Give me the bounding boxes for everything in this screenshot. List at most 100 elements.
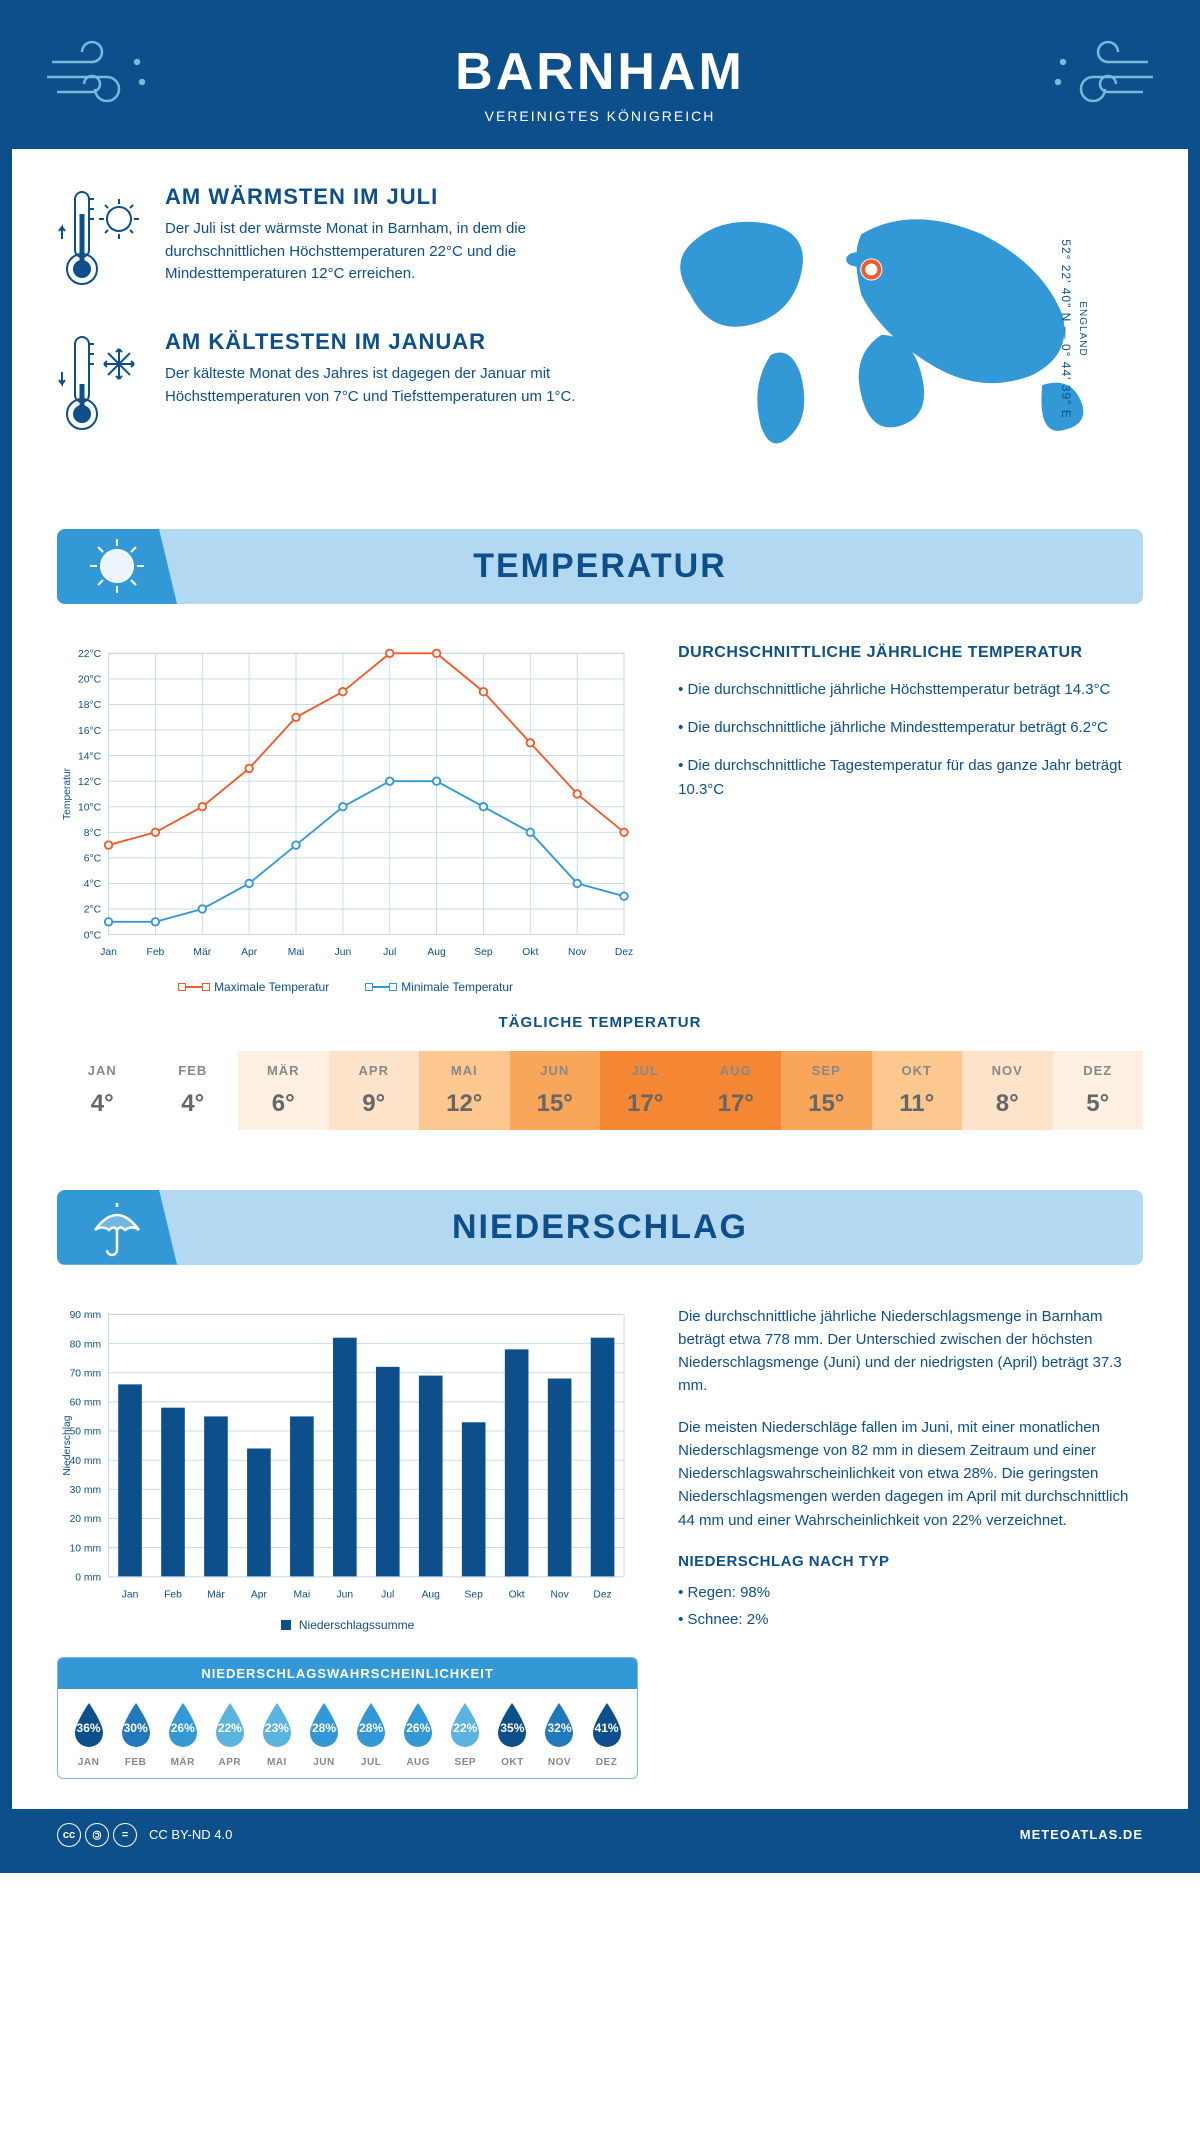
- svg-text:Jan: Jan: [100, 947, 117, 958]
- probability-cell: 26% AUG: [396, 1701, 441, 1768]
- svg-text:Niederschlag: Niederschlag: [62, 1415, 73, 1475]
- probability-cell: 36% JAN: [66, 1701, 111, 1768]
- footer-license: cc 🄯 = CC BY-ND 4.0: [57, 1823, 232, 1847]
- legend-max: Maximale Temperatur: [182, 980, 329, 994]
- daily-temp-grid: JAN4°FEB4°MÄR6°APR9°MAI12°JUN15°JUL17°AU…: [57, 1051, 1143, 1130]
- warmest-block: AM WÄRMSTEN IM JULI Der Juli ist der wär…: [57, 184, 610, 299]
- cc-icons: cc 🄯 =: [57, 1823, 137, 1847]
- footer-site: METEOATLAS.DE: [1020, 1827, 1143, 1842]
- temperature-line-chart: 0°C2°C4°C6°C8°C10°C12°C14°C16°C18°C20°C2…: [57, 644, 638, 994]
- temp-bullet-1: • Die durchschnittliche jährliche Höchst…: [678, 678, 1143, 702]
- precipitation-bar-chart: 0 mm10 mm20 mm30 mm40 mm50 mm60 mm70 mm8…: [57, 1305, 638, 1632]
- raindrop-icon: 32%: [539, 1701, 579, 1751]
- precipitation-body: 0 mm10 mm20 mm30 mm40 mm50 mm60 mm70 mm8…: [12, 1265, 1188, 1809]
- svg-text:60 mm: 60 mm: [70, 1397, 101, 1408]
- warmest-title: AM WÄRMSTEN IM JULI: [165, 184, 610, 210]
- warmest-text: AM WÄRMSTEN IM JULI Der Juli ist der wär…: [165, 184, 610, 299]
- infographic-page: BARNHAM VEREINIGTES KÖNIGREICH: [0, 0, 1200, 1873]
- raindrop-icon: 22%: [445, 1701, 485, 1751]
- thermometer-sun-icon: [57, 184, 147, 299]
- raindrop-icon: 26%: [163, 1701, 203, 1751]
- daily-temp-cell: JAN4°: [57, 1051, 148, 1130]
- svg-text:Jan: Jan: [122, 1589, 139, 1600]
- svg-text:Dez: Dez: [593, 1589, 611, 1600]
- svg-text:Jun: Jun: [335, 947, 352, 958]
- svg-text:Sep: Sep: [474, 947, 493, 958]
- daily-temp-cell: AUG17°: [691, 1051, 782, 1130]
- temperature-banner: TEMPERATUR: [57, 529, 1143, 604]
- coordinates: ENGLAND 52° 22' 40" N — 0° 44' 39" E: [1059, 239, 1088, 418]
- svg-text:80 mm: 80 mm: [70, 1339, 101, 1350]
- probability-title: NIEDERSCHLAGSWAHRSCHEINLICHKEIT: [58, 1658, 637, 1689]
- svg-text:Aug: Aug: [422, 1589, 441, 1600]
- cc-icon: cc: [57, 1823, 81, 1847]
- temperature-title: TEMPERATUR: [87, 547, 1113, 586]
- precip-type-2: • Schnee: 2%: [678, 1608, 1143, 1631]
- nd-icon: =: [113, 1823, 137, 1847]
- umbrella-icon: [57, 1190, 177, 1265]
- svg-text:Temperatur: Temperatur: [62, 767, 73, 820]
- svg-text:Mär: Mär: [193, 947, 211, 958]
- svg-text:10°C: 10°C: [78, 802, 102, 813]
- header: BARNHAM VEREINIGTES KÖNIGREICH: [12, 12, 1188, 149]
- intro-text-column: AM WÄRMSTEN IM JULI Der Juli ist der wär…: [57, 184, 610, 474]
- raindrop-icon: 28%: [351, 1701, 391, 1751]
- temp-side-title: DURCHSCHNITTLICHE JÄHRLICHE TEMPERATUR: [678, 644, 1143, 662]
- region-label: ENGLAND: [1077, 239, 1088, 418]
- svg-text:18°C: 18°C: [78, 700, 102, 711]
- probability-cell: 22% SEP: [443, 1701, 488, 1768]
- probability-cell: 22% APR: [207, 1701, 252, 1768]
- precip-legend: Niederschlagssumme: [57, 1618, 638, 1632]
- svg-text:Jun: Jun: [337, 1589, 354, 1600]
- svg-text:14°C: 14°C: [78, 751, 102, 762]
- svg-text:30 mm: 30 mm: [70, 1485, 101, 1496]
- svg-text:Aug: Aug: [427, 947, 446, 958]
- thermometer-snow-icon: [57, 329, 147, 444]
- probability-cell: 28% JUN: [301, 1701, 346, 1768]
- svg-text:Feb: Feb: [164, 1589, 182, 1600]
- daily-temp-title: TÄGLICHE TEMPERATUR: [57, 1014, 1143, 1031]
- svg-text:Okt: Okt: [509, 1589, 525, 1600]
- precip-type-1: • Regen: 98%: [678, 1581, 1143, 1604]
- wind-icon: [1038, 37, 1158, 122]
- svg-text:6°C: 6°C: [84, 854, 102, 865]
- temperature-body: 0°C2°C4°C6°C8°C10°C12°C14°C16°C18°C20°C2…: [12, 604, 1188, 1004]
- raindrop-icon: 23%: [257, 1701, 297, 1751]
- city-title: BARNHAM: [32, 42, 1168, 102]
- country-subtitle: VEREINIGTES KÖNIGREICH: [32, 108, 1168, 124]
- legend-min: Minimale Temperatur: [369, 980, 513, 994]
- svg-text:0 mm: 0 mm: [75, 1572, 101, 1583]
- map-column: ENGLAND 52° 22' 40" N — 0° 44' 39" E: [640, 184, 1143, 474]
- svg-text:Mai: Mai: [288, 947, 305, 958]
- daily-temp-cell: DEZ5°: [1053, 1051, 1144, 1130]
- sun-icon: [57, 529, 177, 604]
- by-icon: 🄯: [85, 1823, 109, 1847]
- svg-text:Mai: Mai: [294, 1589, 311, 1600]
- svg-text:Jul: Jul: [383, 947, 396, 958]
- svg-text:8°C: 8°C: [84, 828, 102, 839]
- svg-text:70 mm: 70 mm: [70, 1368, 101, 1379]
- coldest-desc: Der kälteste Monat des Jahres ist dagege…: [165, 363, 610, 408]
- svg-text:4°C: 4°C: [84, 879, 102, 890]
- svg-text:12°C: 12°C: [78, 777, 102, 788]
- wind-icon: [42, 37, 162, 122]
- raindrop-icon: 36%: [69, 1701, 109, 1751]
- svg-text:Dez: Dez: [615, 947, 633, 958]
- svg-text:Mär: Mär: [207, 1589, 225, 1600]
- svg-text:90 mm: 90 mm: [70, 1310, 101, 1321]
- intro-section: AM WÄRMSTEN IM JULI Der Juli ist der wär…: [12, 149, 1188, 509]
- precipitation-left: 0 mm10 mm20 mm30 mm40 mm50 mm60 mm70 mm8…: [57, 1305, 638, 1779]
- svg-text:10 mm: 10 mm: [70, 1543, 101, 1554]
- daily-temp-cell: OKT11°: [872, 1051, 963, 1130]
- raindrop-icon: 35%: [492, 1701, 532, 1751]
- svg-text:16°C: 16°C: [78, 726, 102, 737]
- temp-bullet-2: • Die durchschnittliche jährliche Mindes…: [678, 716, 1143, 740]
- temp-bullet-3: • Die durchschnittliche Tagestemperatur …: [678, 754, 1143, 802]
- raindrop-icon: 22%: [210, 1701, 250, 1751]
- raindrop-icon: 30%: [116, 1701, 156, 1751]
- coldest-title: AM KÄLTESTEN IM JANUAR: [165, 329, 610, 355]
- coords-text: 52° 22' 40" N — 0° 44' 39" E: [1059, 239, 1073, 418]
- precipitation-title: NIEDERSCHLAG: [87, 1208, 1113, 1247]
- probability-box: NIEDERSCHLAGSWAHRSCHEINLICHKEIT 36% JAN …: [57, 1657, 638, 1779]
- coldest-block: AM KÄLTESTEN IM JANUAR Der kälteste Mona…: [57, 329, 610, 444]
